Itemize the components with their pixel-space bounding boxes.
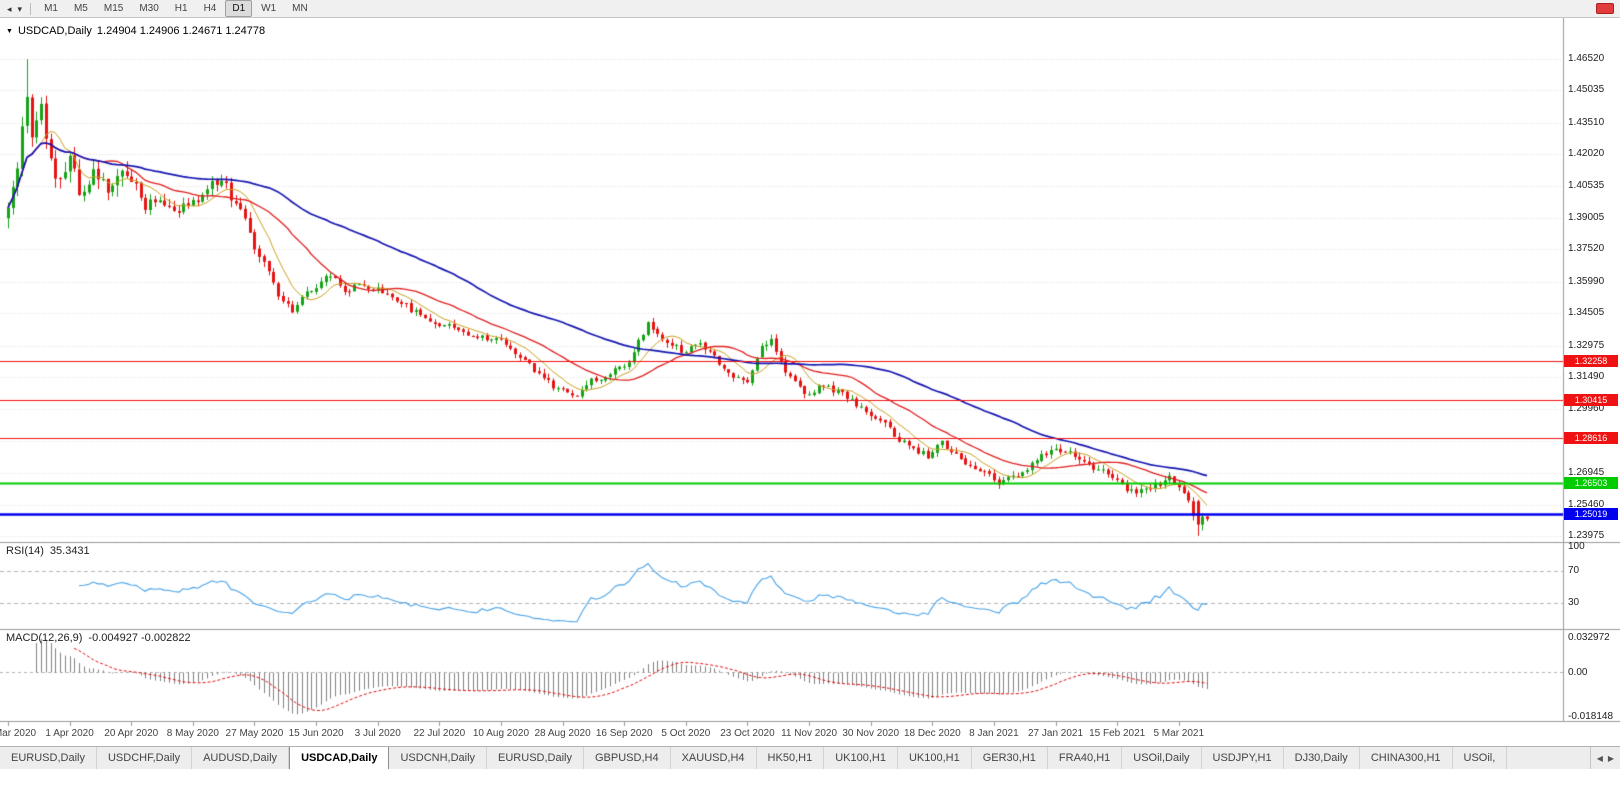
macd-axis-min: -0.018148 bbox=[1568, 711, 1614, 722]
chart-tabs: EURUSD,Daily USDCHF,Daily AUDUSD,Daily USDC… bbox=[0, 747, 1508, 769]
chart-tab-dj30-daily-15[interactable]: DJ30,Daily bbox=[1283, 747, 1360, 769]
chart-tab-usdcnh-daily-4[interactable]: USDCNH,Daily bbox=[389, 747, 488, 769]
time-axis-label: 15 Jun 2020 bbox=[288, 728, 344, 739]
rsi-current-value: 35.3431 bbox=[49, 545, 90, 557]
tab-scroll-right-icon[interactable]: ▶ bbox=[1607, 753, 1614, 763]
chart-tab-usoil-daily-13[interactable]: USOil,Daily bbox=[1122, 747, 1202, 769]
rsi-axis-tick: 100 bbox=[1568, 541, 1585, 552]
close-chart-button[interactable] bbox=[1596, 3, 1614, 14]
chart-tab-china300-h1-16[interactable]: CHINA300,H1 bbox=[1359, 747, 1453, 769]
price-axis-tick: 1.43510 bbox=[1568, 116, 1605, 128]
time-axis-label: 16 Sep 2020 bbox=[595, 728, 653, 739]
price-axis-tick: 1.46520 bbox=[1568, 53, 1605, 65]
chart-tabs-bar: EURUSD,Daily USDCHF,Daily AUDUSD,Daily USDC… bbox=[0, 746, 1620, 769]
scroll-to-end-icon[interactable]: ◂ bbox=[7, 3, 12, 14]
time-axis-label: 30 Nov 2020 bbox=[842, 728, 900, 739]
time-axis-label: 28 Aug 2020 bbox=[534, 728, 591, 739]
price-axis-tick: 1.29960 bbox=[1568, 403, 1605, 415]
chart-tab-usoil-17[interactable]: USOil, bbox=[1452, 747, 1508, 769]
time-axis-label: 27 Jan 2021 bbox=[1028, 728, 1084, 739]
chart-tab-uk100-h1-10[interactable]: UK100,H1 bbox=[897, 747, 972, 769]
time-axis-label: 27 May 2020 bbox=[225, 728, 284, 739]
timeframe-button-m5[interactable]: M5 bbox=[73, 3, 88, 14]
rsi-axis-tick: 30 bbox=[1568, 597, 1580, 608]
price-axis-tick: 1.32975 bbox=[1568, 339, 1605, 351]
time-axis-label: 13 Mar 2020 bbox=[0, 728, 37, 739]
time-axis-label: 20 Apr 2020 bbox=[104, 728, 159, 739]
timeframe-button-m1[interactable]: M1 bbox=[44, 3, 58, 14]
price-axis-tick: 1.37520 bbox=[1568, 243, 1605, 255]
price-axis-tick: 1.45035 bbox=[1568, 84, 1605, 96]
chart-tab-usdjpy-h1-14[interactable]: USDJPY,H1 bbox=[1201, 747, 1284, 769]
time-axis-label: 15 Feb 2021 bbox=[1089, 728, 1146, 739]
tab-scroll-left-icon[interactable]: ◀ bbox=[1596, 753, 1603, 763]
price-chart-canvas[interactable] bbox=[0, 18, 1620, 746]
macd-name: MACD(12,26,9) bbox=[6, 632, 83, 644]
chart-symbol-period: USDCAD,Daily bbox=[17, 25, 92, 37]
price-axis-tick: 1.40535 bbox=[1568, 179, 1605, 191]
chart-tab-eurusd-daily-5[interactable]: EURUSD,Daily bbox=[487, 747, 584, 769]
time-axis-label: 3 Jul 2020 bbox=[354, 728, 401, 739]
time-axis-label: 1 Apr 2020 bbox=[45, 728, 94, 739]
timeframe-button-h4[interactable]: H4 bbox=[203, 3, 217, 14]
price-axis-tick: 1.26945 bbox=[1568, 467, 1605, 479]
chart-toolbar: ◂ ▾ M1 M5 M15 M30 H1 H4 D1 W1 MN bbox=[0, 0, 1620, 18]
toolbar-separator bbox=[30, 2, 32, 15]
time-axis-label: 10 Aug 2020 bbox=[472, 728, 530, 739]
timeframe-button-mn[interactable]: MN bbox=[292, 3, 308, 14]
time-axis-label: 23 Oct 2020 bbox=[720, 728, 775, 739]
macd-indicator-label: MACD(12,26,9) -0.004927 -0.002822 bbox=[6, 632, 191, 644]
time-axis-label: 8 Jan 2021 bbox=[969, 728, 1019, 739]
chart-tab-gbpusd-h4-6[interactable]: GBPUSD,H4 bbox=[584, 747, 671, 769]
price-axis-tick: 1.34505 bbox=[1568, 307, 1605, 319]
price-axis-tick: 1.39005 bbox=[1568, 212, 1605, 224]
chart-tab-hk50-h1-8[interactable]: HK50,H1 bbox=[756, 747, 825, 769]
macd-current-values: -0.004927 -0.002822 bbox=[88, 632, 191, 644]
rsi-name: RSI(14) bbox=[6, 545, 44, 557]
time-axis-label: 18 Dec 2020 bbox=[903, 728, 961, 739]
timeframe-button-d1[interactable]: D1 bbox=[225, 0, 253, 17]
macd-axis-zero: 0.00 bbox=[1568, 666, 1588, 678]
hline-price-label[interactable]: 1.26503 bbox=[1564, 476, 1618, 489]
price-axis-tick: 1.31490 bbox=[1568, 371, 1605, 383]
time-axis-label: 11 Nov 2020 bbox=[781, 728, 838, 739]
price-axis-tick: 1.42020 bbox=[1568, 148, 1605, 160]
hline-price-label[interactable]: 1.25019 bbox=[1564, 508, 1618, 520]
chart-tab-eurusd-daily-0[interactable]: EURUSD,Daily bbox=[0, 747, 97, 769]
hline-price-label[interactable]: 1.30415 bbox=[1564, 393, 1618, 406]
hline-price-label[interactable]: 1.32258 bbox=[1564, 354, 1618, 367]
collapse-triangle-icon[interactable]: ▼ bbox=[6, 27, 13, 35]
timeframe-button-m30[interactable]: M30 bbox=[139, 3, 159, 14]
chart-dropdown-icon[interactable]: ▾ bbox=[17, 3, 23, 14]
chart-tab-uk100-h1-9[interactable]: UK100,H1 bbox=[824, 747, 898, 769]
time-axis-label: 5 Oct 2020 bbox=[661, 728, 711, 739]
timeframe-button-h1[interactable]: H1 bbox=[174, 3, 188, 14]
chart-ohlc-values: 1.24904 1.24906 1.24671 1.24778 bbox=[96, 25, 266, 37]
chart-tab-usdcad-daily-3[interactable]: USDCAD,Daily bbox=[289, 747, 390, 769]
timeframe-button-w1[interactable]: W1 bbox=[261, 3, 277, 14]
chart-tab-audusd-daily-2[interactable]: AUDUSD,Daily bbox=[192, 747, 290, 769]
time-axis-label: 8 May 2020 bbox=[166, 728, 219, 739]
rsi-indicator-label: RSI(14) 35.3431 bbox=[6, 545, 90, 557]
price-axis-tick: 1.23975 bbox=[1568, 530, 1605, 542]
chart-tab-ger30-h1-11[interactable]: GER30,H1 bbox=[971, 747, 1048, 769]
chart-tab-usdchf-daily-1[interactable]: USDCHF,Daily bbox=[96, 747, 193, 769]
price-axis-tick: 1.25460 bbox=[1568, 498, 1605, 510]
tab-scroll-controls: ◀ ▶ bbox=[1589, 747, 1620, 769]
price-axis-tick: 1.35990 bbox=[1568, 275, 1605, 287]
rsi-axis-tick: 70 bbox=[1568, 565, 1580, 576]
timeframe-button-m15[interactable]: M15 bbox=[103, 3, 124, 14]
chart-title: ▼ USDCAD,Daily 1.24904 1.24906 1.24671 1… bbox=[6, 25, 265, 37]
time-axis-label: 5 Mar 2021 bbox=[1153, 728, 1205, 739]
hline-price-label[interactable]: 1.28616 bbox=[1564, 431, 1618, 444]
chart-tab-fra40-h1-12[interactable]: FRA40,H1 bbox=[1047, 747, 1123, 769]
chart-tab-xauusd-h4-7[interactable]: XAUUSD,H4 bbox=[670, 747, 757, 769]
macd-axis-max: 0.032972 bbox=[1568, 632, 1610, 643]
chart-area: ▼ USDCAD,Daily 1.24904 1.24906 1.24671 1… bbox=[0, 18, 1620, 746]
timeframe-button-group: M1 M5 M15 M30 H1 H4 D1 W1 MN bbox=[36, 0, 316, 17]
time-axis-label: 22 Jul 2020 bbox=[413, 728, 466, 739]
